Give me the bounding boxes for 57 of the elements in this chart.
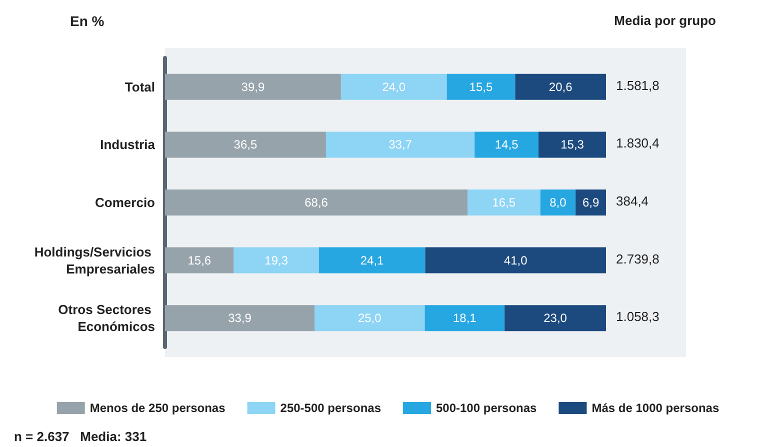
bar [446,74,516,100]
y-tick-label: Total [124,79,155,94]
bar [474,132,539,158]
y-tick-label: Comercio [95,195,156,210]
y-axis-title: En % [70,13,105,29]
y-tick-label: Industria [100,137,156,152]
data-label: 25,0 [358,311,382,326]
text: 1.058,3 [616,309,660,324]
data-label: 33,9 [228,311,252,326]
data-label: 6,9 [582,196,600,210]
bar [576,190,606,216]
bar [165,247,234,274]
text: 1.581,8 [616,78,660,93]
data-label: 19,3 [264,253,288,268]
bar [234,247,319,274]
bar [165,132,326,158]
y-tick-label: Holdings/Servicios Empresariales [34,244,155,276]
data-label: 16,5 [492,196,516,210]
legend-label: 250-500 personas [280,401,382,415]
legend-label: Menos de 250 personas [90,401,226,415]
text: 2.739,8 [616,251,660,266]
bar [340,74,447,100]
data-label: 36,5 [234,138,258,152]
bar [468,190,540,216]
bar [165,74,341,100]
data-label: 8,0 [550,196,567,210]
bar [314,305,425,332]
bar [326,132,475,158]
data-label: 68,6 [304,196,328,210]
data-label: 18,1 [452,311,477,326]
data-label: 24,1 [360,253,384,268]
data-label: 23,0 [544,311,568,326]
text: Media por grupo [614,13,716,28]
legend-label: Más de 1000 personas [592,401,720,415]
bar [515,74,606,100]
y-tick-label: Otros Sectores Económicos [58,302,155,334]
bar [425,247,606,274]
data-label: 41,0 [504,253,528,268]
bar [165,305,314,332]
text: 1.830,4 [616,136,660,151]
bar [424,305,505,332]
data-label: 20,6 [548,80,573,94]
bar [504,305,606,332]
data-label: 15,6 [188,253,212,268]
data-label: 39,9 [241,80,265,94]
text: 384,4 [616,194,649,208]
bar [538,132,606,158]
bar [165,190,468,216]
legend-label: 500-100 personas [436,401,538,415]
data-label: 14,5 [494,138,519,152]
bar [318,247,426,274]
text: n = 2.637 Media: 331 [14,429,147,444]
data-label: 33,7 [388,138,412,152]
bar [540,190,576,216]
data-label: 24,0 [382,80,406,94]
data-label: 15,3 [560,138,584,152]
data-label: 15,5 [469,80,493,94]
